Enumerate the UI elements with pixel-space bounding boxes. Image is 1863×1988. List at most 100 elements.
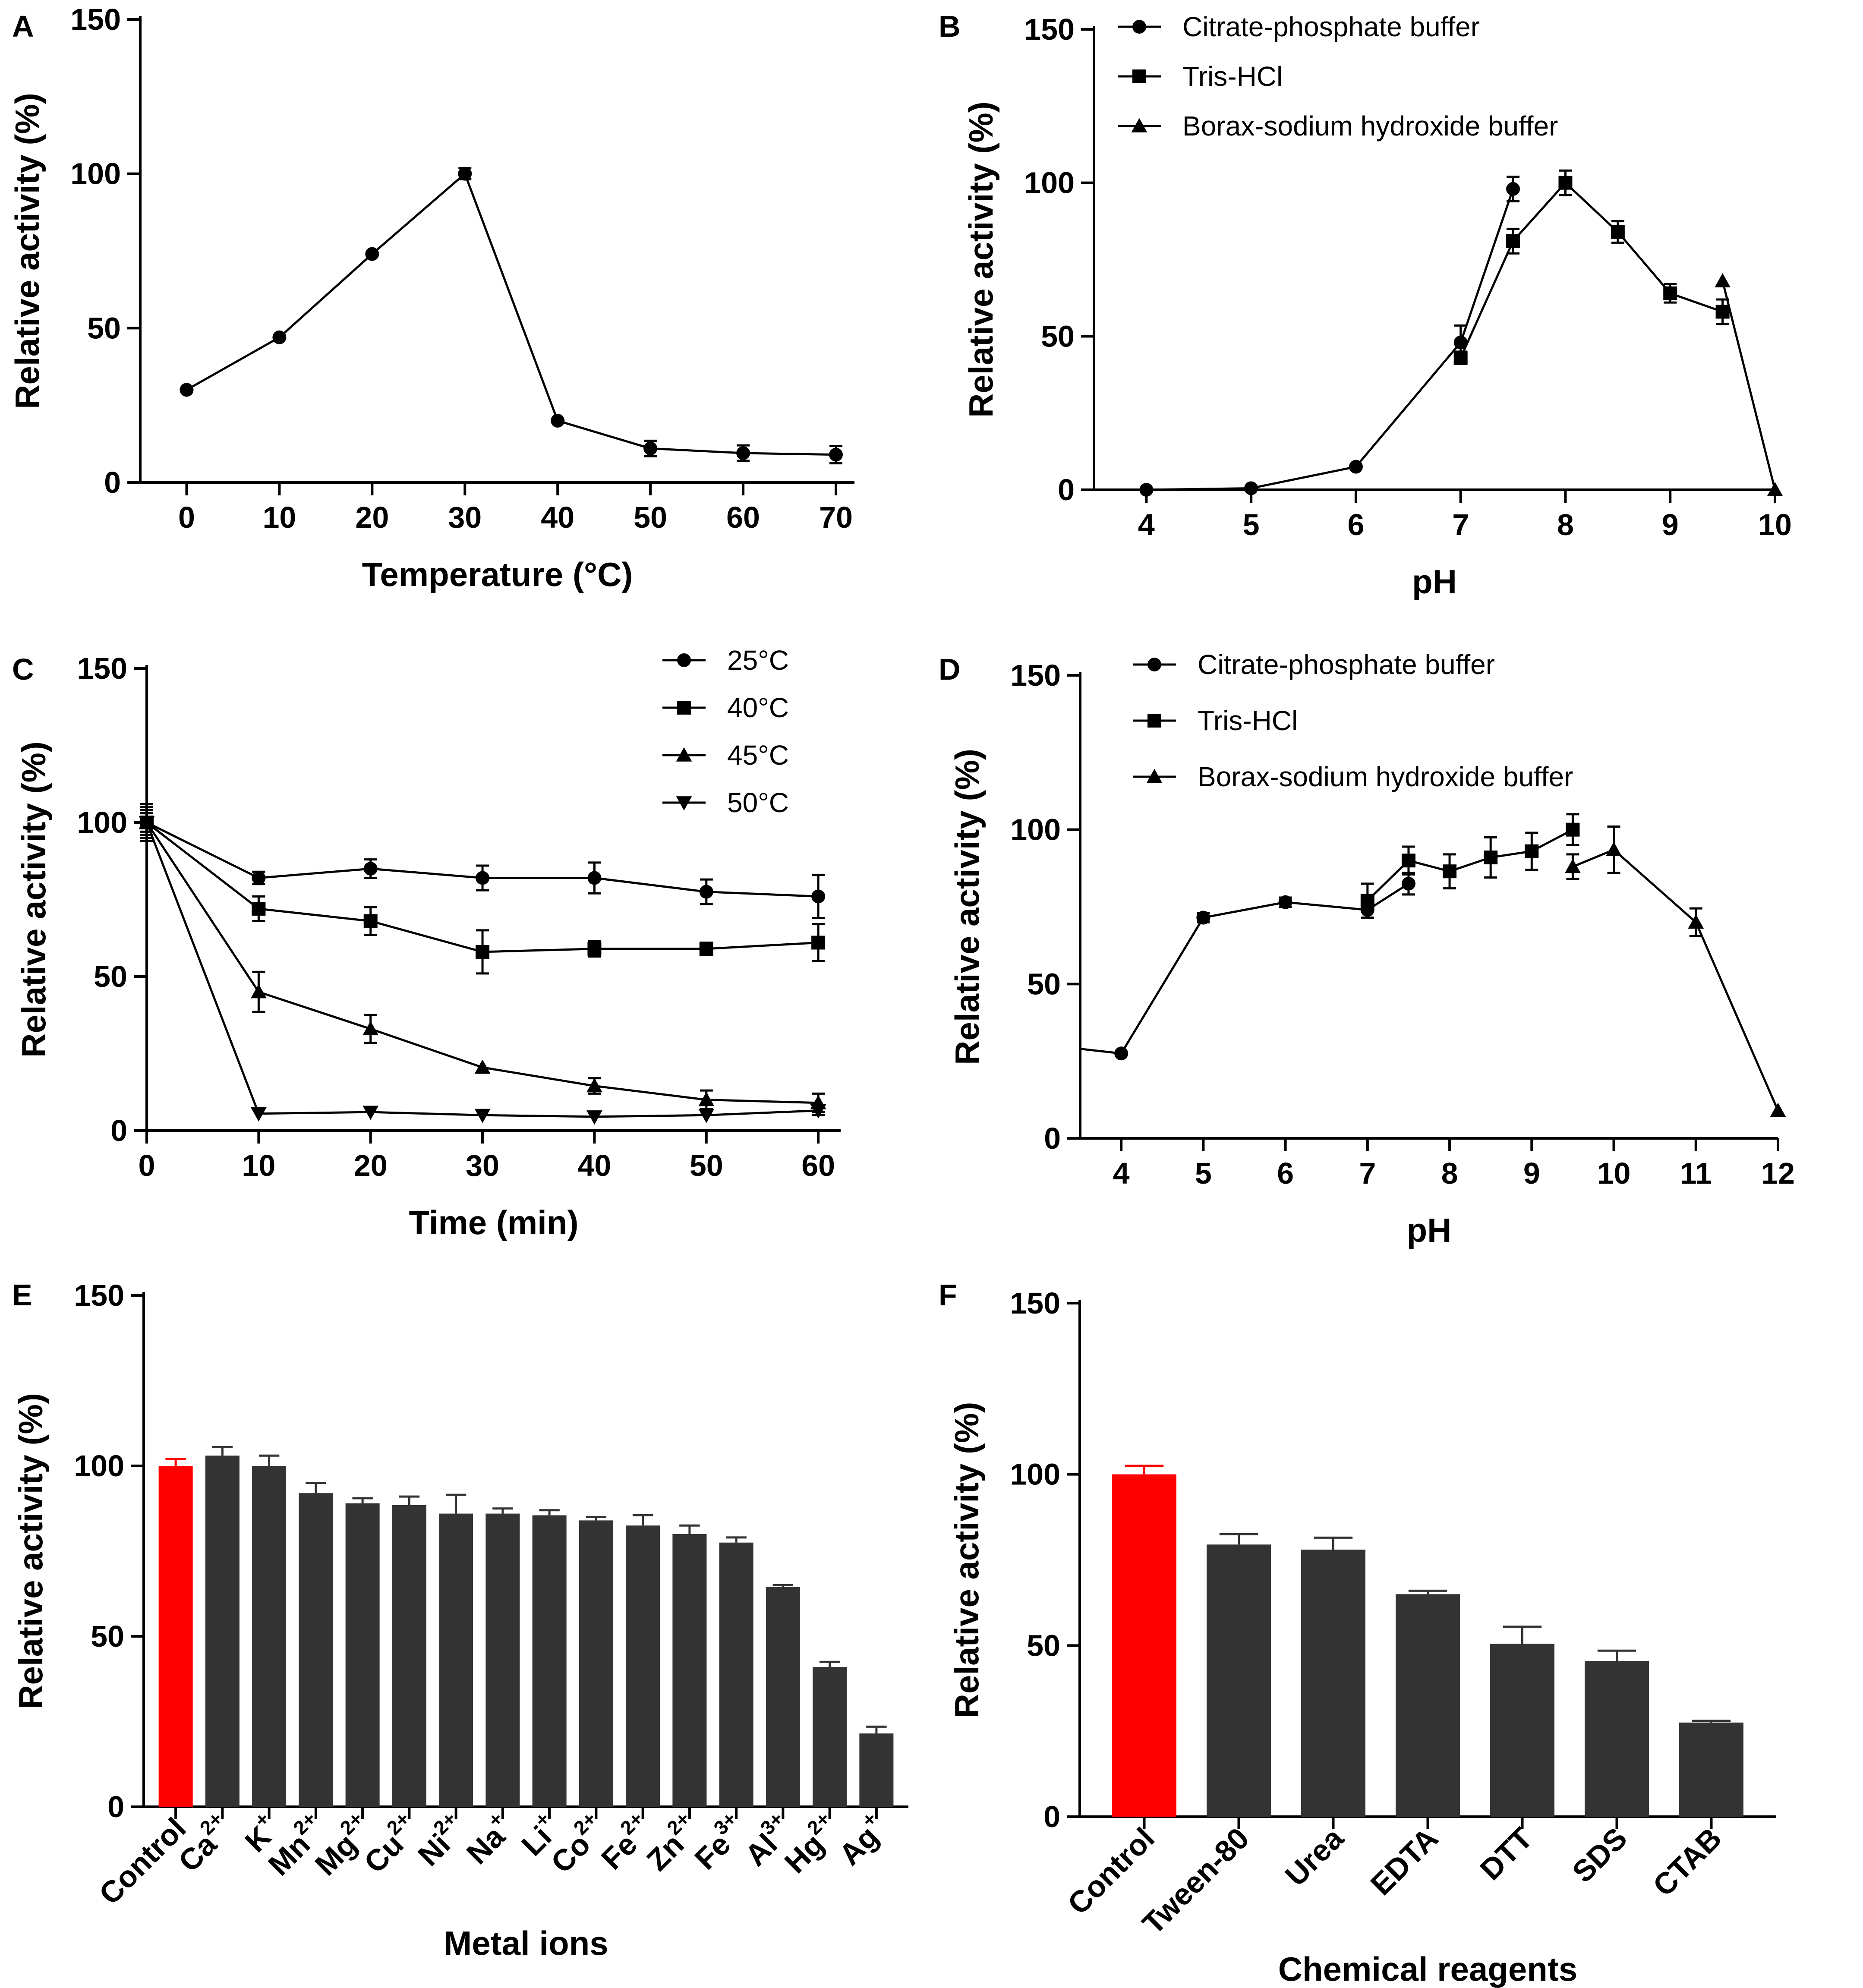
y-axis-label: Relative activity (%) [948, 1402, 986, 1718]
y-tick-label: 150 [77, 652, 127, 685]
data-point [1360, 894, 1374, 908]
x-tick-label: 30 [466, 1149, 499, 1182]
legend: Citrate-phosphate buffer Tris-HCl Borax-so… [1118, 11, 1558, 142]
data-point [736, 446, 750, 460]
x-tick-label: 5 [1243, 508, 1260, 542]
legend-marker [676, 796, 692, 811]
legend-label: 50°C [727, 787, 789, 818]
data-point [1484, 851, 1498, 865]
y-tick-label: 100 [1010, 1458, 1060, 1491]
series-line [1572, 848, 1779, 1111]
y-axis-label: Relative activity (%) [15, 741, 53, 1058]
x-axis-label: pH [1407, 1211, 1452, 1249]
data-point [365, 247, 379, 261]
data-point [363, 914, 378, 928]
legend: 25°C 40°C 45°C 50°C [662, 645, 789, 818]
legend-label: Borax-sodium hydroxide buffer [1182, 110, 1558, 142]
y-tick-label: 100 [77, 806, 127, 839]
x-tick-label: 10 [262, 501, 296, 534]
data-point [643, 441, 658, 456]
y-tick-label: 50 [91, 1619, 124, 1653]
data-point [586, 1110, 602, 1125]
bar [1301, 1550, 1365, 1817]
bar [579, 1520, 613, 1807]
data-point [252, 901, 266, 916]
x-tick-label: 50 [634, 501, 667, 534]
legend-label: Citrate-phosphate buffer [1182, 11, 1480, 42]
legend-label: Citrate-phosphate buffer [1198, 649, 1495, 680]
y-axis-label: Relative activity (%) [962, 101, 1000, 418]
data-point [1401, 876, 1415, 891]
data-point [180, 383, 194, 397]
series-50°C [139, 812, 826, 1125]
bar [626, 1525, 660, 1807]
bar [813, 1667, 847, 1807]
panel-A: A 0 50 100 150 Relative activity (%) 0 10 20 30 40… [8, 3, 854, 593]
series-Borax-sodium hydroxide buffer [1565, 825, 1786, 1117]
legend-label: Borax-sodium hydroxide buffer [1198, 761, 1573, 792]
data-point [699, 942, 713, 956]
x-tick-label: 40 [577, 1149, 611, 1182]
data-point [1558, 176, 1573, 190]
series-Tris-HCl [1453, 169, 1730, 365]
data-point [250, 984, 267, 999]
data-point [1715, 273, 1731, 288]
data-point [699, 885, 713, 899]
data-point [363, 1021, 379, 1036]
bar [1112, 1474, 1176, 1817]
x-tick-label: 8 [1557, 508, 1574, 542]
series-line [186, 172, 836, 456]
x-tick-label: 9 [1662, 508, 1679, 542]
panel-letter: C [12, 652, 34, 686]
x-tick-label: 10 [1758, 508, 1792, 542]
series-Citrate-phosphate buffer [1139, 175, 1520, 497]
data-point [1244, 481, 1258, 495]
data-point [811, 889, 826, 904]
y-tick-label: 50 [87, 311, 121, 345]
data-point [474, 1059, 491, 1074]
bar [158, 1466, 193, 1807]
y-tick-label: 100 [70, 157, 121, 191]
x-axis-label: Chemical reagents [1278, 1950, 1578, 1988]
bar [1396, 1594, 1460, 1817]
y-tick-label: 50 [1041, 319, 1075, 353]
data-point [1525, 844, 1539, 858]
data-point [1767, 482, 1783, 496]
bar [1679, 1722, 1743, 1817]
y-tick-label: 50 [1027, 1629, 1060, 1662]
x-tick-label: 7 [1452, 508, 1469, 542]
data-point [1688, 914, 1704, 929]
data-point [139, 816, 155, 831]
data-point [587, 942, 602, 956]
x-tick-label: 70 [819, 501, 853, 534]
x-tick-label: 9 [1523, 1156, 1540, 1190]
data-point [1565, 859, 1581, 873]
legend-marker [1147, 658, 1161, 671]
bar [485, 1513, 520, 1807]
data-point [474, 1109, 491, 1123]
data-point [272, 330, 287, 344]
x-axis-label: Temperature (°C) [362, 555, 633, 593]
x-tick-label: 7 [1359, 1156, 1376, 1190]
data-point [1611, 225, 1625, 239]
y-tick-label: 150 [1024, 13, 1075, 46]
data-point [1349, 460, 1363, 474]
x-tick-label: 8 [1441, 1156, 1458, 1190]
y-tick-label: 100 [1024, 166, 1075, 200]
data-point [458, 167, 472, 181]
data-point [829, 447, 843, 462]
data-point [363, 862, 378, 876]
panel-D: D 0 50 100 150 Relative activity (%) 4 5 6 7 8 9 10 1… [939, 649, 1795, 1249]
data-point [1196, 911, 1210, 925]
bar [672, 1534, 707, 1807]
data-point [698, 1092, 715, 1106]
x-tick-label: 11 [1680, 1156, 1712, 1190]
x-tick-label: 0 [139, 1149, 155, 1182]
bar [392, 1505, 426, 1807]
legend-marker [1147, 714, 1161, 728]
data-point [1663, 286, 1677, 300]
x-tick-label: 20 [354, 1149, 388, 1182]
data-point [1566, 822, 1580, 837]
data-point [1139, 483, 1154, 497]
y-tick-label: 150 [1010, 1286, 1060, 1320]
